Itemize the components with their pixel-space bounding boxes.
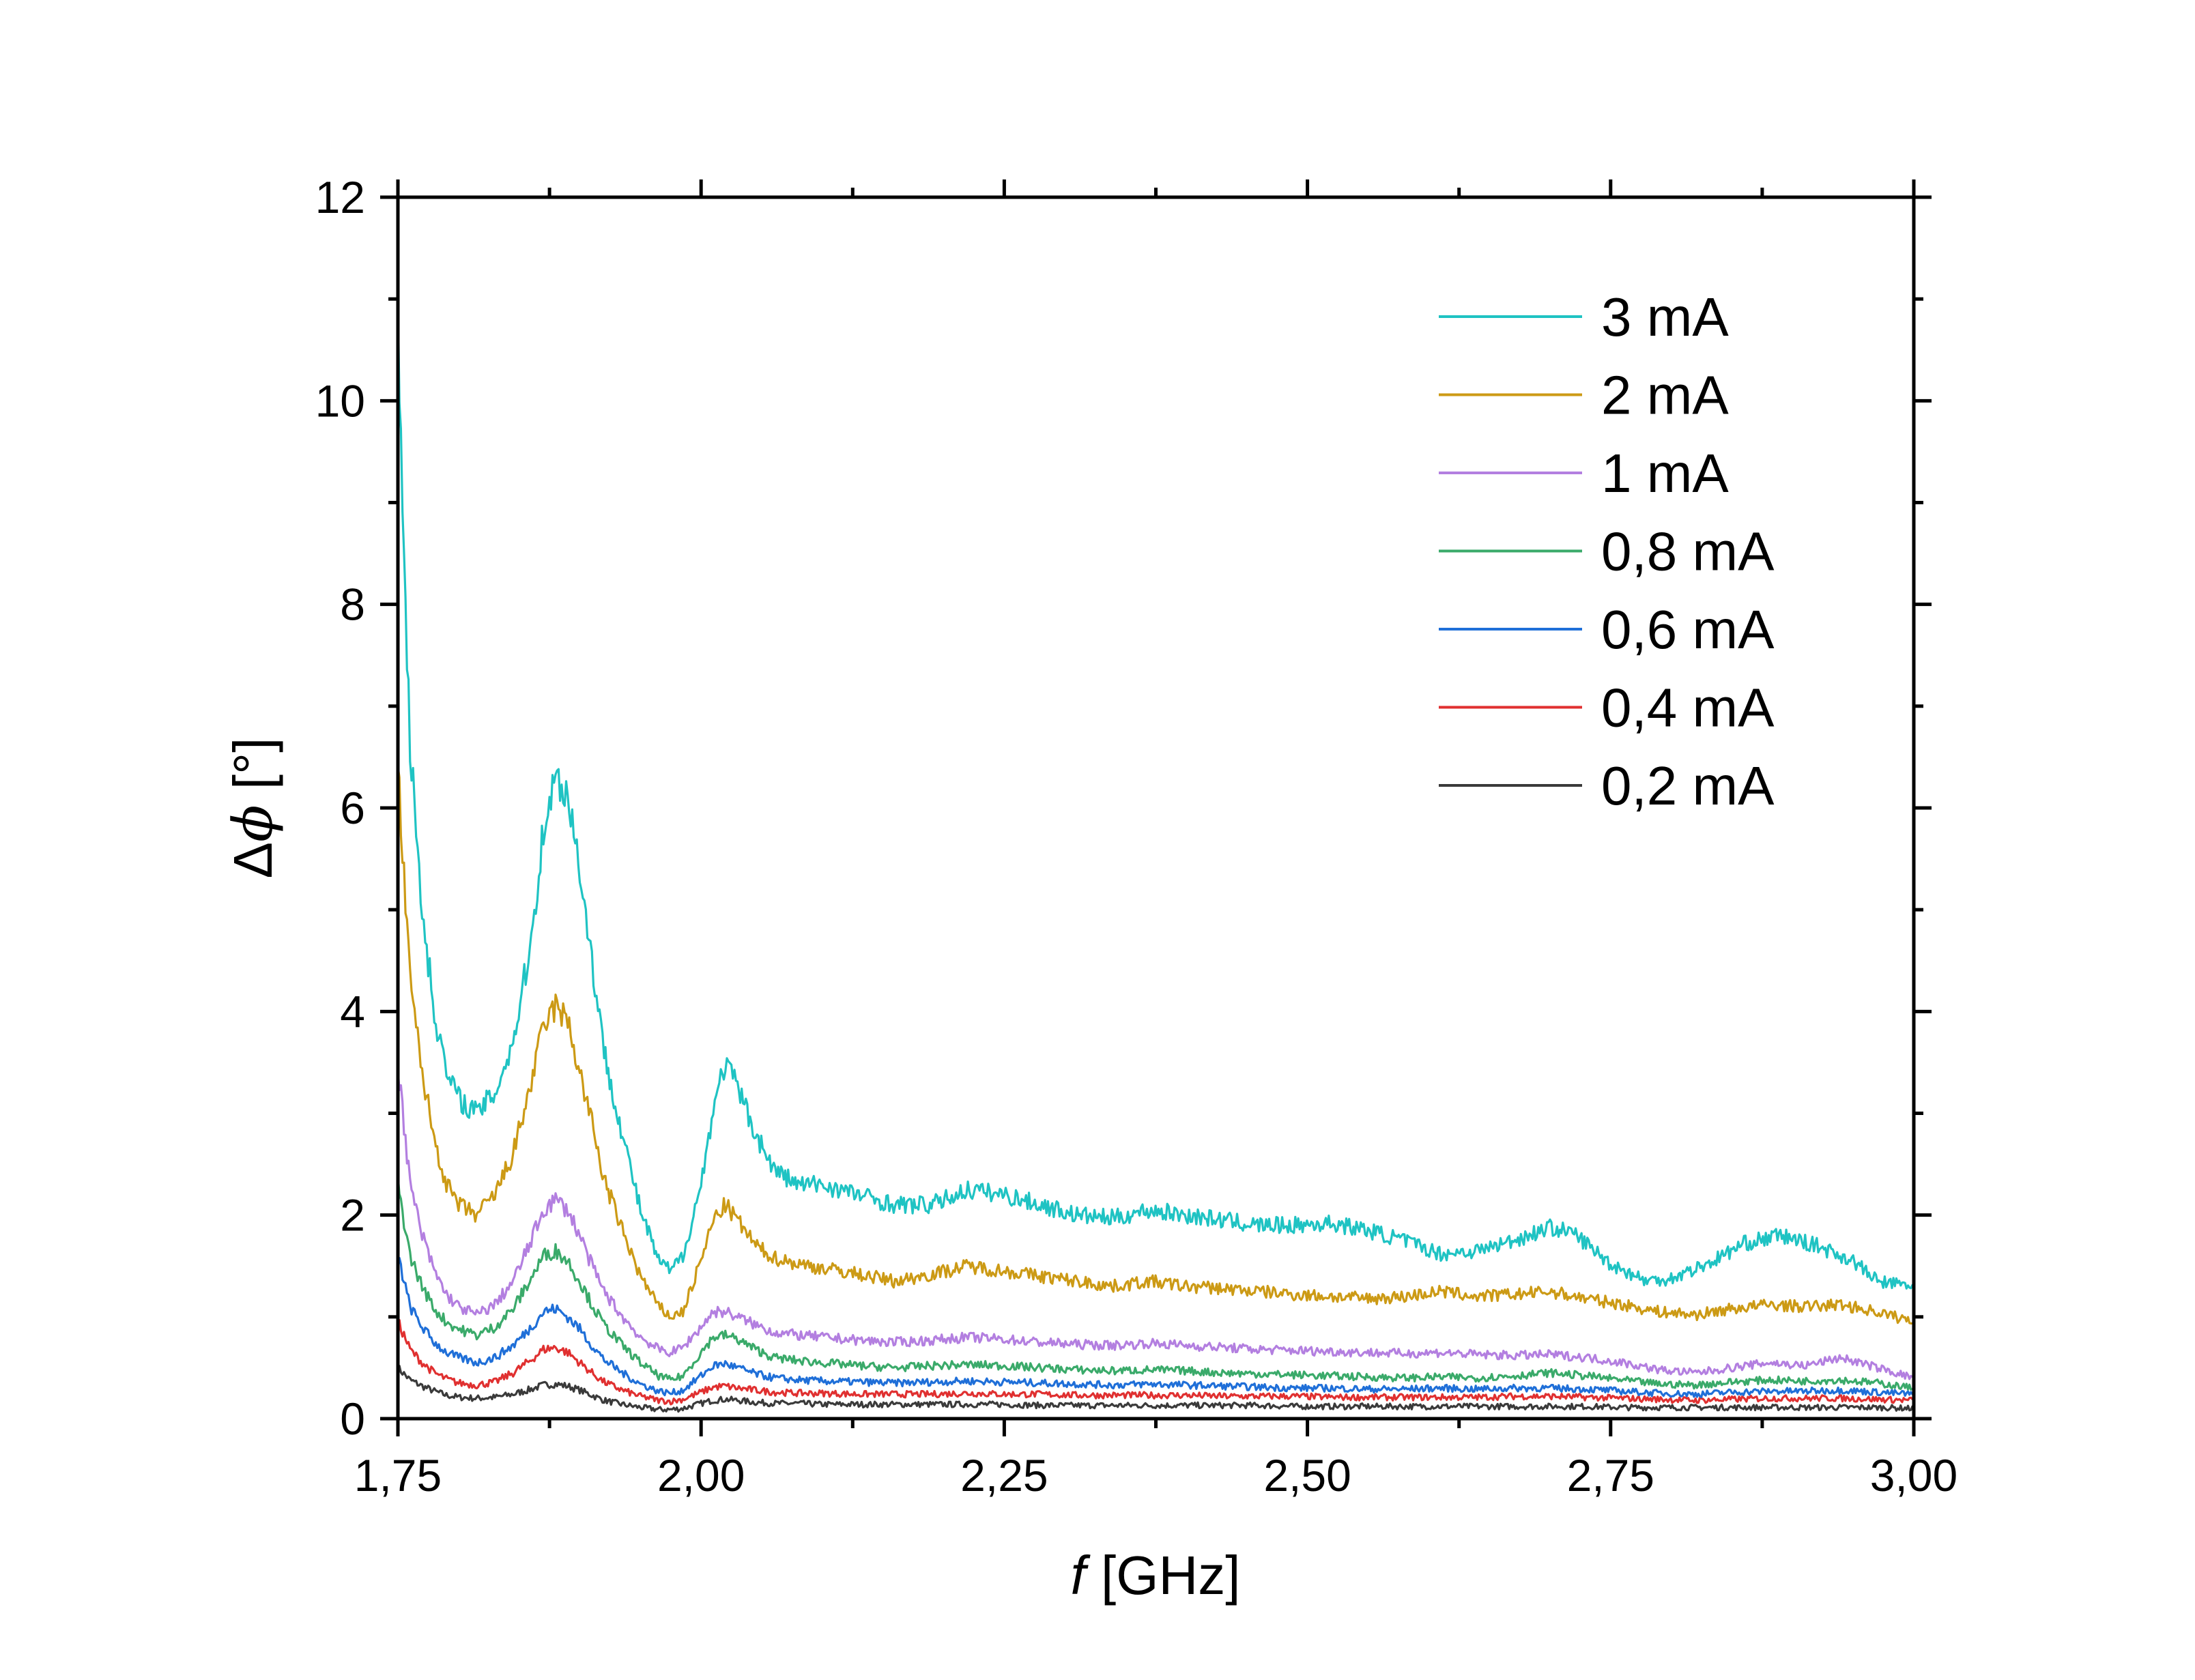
x-tick-label: 3,00 [1870, 1450, 1957, 1501]
legend: 3 mA 2 mA 1 mA 0,8 mA 0,6 mA 0,4 mA 0,2 mA [1439, 287, 1775, 816]
ticks-layer [380, 179, 1932, 1436]
y-tick-label: 6 [340, 783, 365, 833]
series-layer [397, 300, 1915, 1413]
legend-label: 1 mA [1601, 443, 1729, 504]
legend-label: 0,8 mA [1601, 521, 1775, 582]
legend-label: 0,2 mA [1601, 755, 1775, 816]
series-line-0-4-mA [397, 1318, 1915, 1406]
y-tick-label: 0 [340, 1393, 365, 1444]
series-line-3-mA [397, 300, 1915, 1290]
y-tick-labels: 0 2 4 6 8 10 12 [315, 172, 365, 1444]
x-tick-label: 2,75 [1567, 1450, 1654, 1501]
x-tick-label: 2,25 [960, 1450, 1048, 1501]
series-line-1-mA [397, 1070, 1915, 1380]
x-tick-label: 2,00 [657, 1450, 745, 1501]
legend-label: 0,4 mA [1601, 678, 1775, 738]
series-line-0-2-mA [397, 1365, 1915, 1413]
x-tick-label: 2,50 [1263, 1450, 1351, 1501]
y-tick-label: 4 [340, 986, 365, 1037]
x-axis-title: f [GHz] [1071, 1545, 1241, 1606]
y-tick-label: 2 [340, 1190, 365, 1241]
series-line-0-6-mA [397, 1257, 1914, 1399]
y-tick-label: 8 [340, 579, 365, 630]
legend-label: 0,6 mA [1601, 599, 1775, 660]
series-line-2-mA [397, 766, 1915, 1325]
x-tick-labels: 1,75 2,00 2,25 2,50 2,75 3,00 [354, 1450, 1957, 1501]
y-tick-label: 12 [315, 172, 365, 222]
legend-label: 2 mA [1601, 365, 1729, 426]
y-tick-label: 10 [315, 375, 365, 426]
y-axis-title: Δϕ [°] [221, 738, 285, 879]
legend-label: 3 mA [1601, 287, 1729, 347]
series-line-0-8-mA [397, 1176, 1914, 1391]
x-tick-label: 1,75 [354, 1450, 442, 1501]
